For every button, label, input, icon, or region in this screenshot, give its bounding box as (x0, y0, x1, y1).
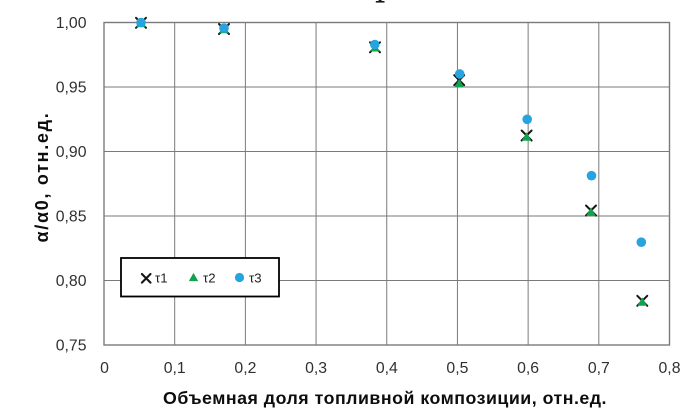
svg-text:0: 0 (100, 360, 109, 377)
svg-text:τ3: τ3 (249, 270, 262, 285)
svg-text:0,1: 0,1 (164, 360, 186, 377)
svg-text:0,85: 0,85 (56, 209, 87, 226)
svg-text:0,6: 0,6 (517, 360, 539, 377)
svg-text:0,7: 0,7 (588, 360, 610, 377)
svg-text:1,00: 1,00 (56, 15, 87, 32)
svg-text:0,5: 0,5 (446, 360, 468, 377)
svg-text:0,4: 0,4 (376, 360, 398, 377)
svg-text:τ1: τ1 (155, 270, 168, 285)
svg-text:α/α0, отн.ед.: α/α0, отн.ед. (32, 112, 52, 243)
svg-text:0,80: 0,80 (56, 273, 87, 290)
svg-text:0,75: 0,75 (56, 338, 87, 355)
svg-text:Объемная доля топливной композ: Объемная доля топливной композиции, отн.… (163, 388, 607, 408)
svg-text:τ2: τ2 (203, 270, 216, 285)
svg-text:0,2: 0,2 (234, 360, 256, 377)
svg-text:0,95: 0,95 (56, 80, 87, 97)
svg-text:0,90: 0,90 (56, 144, 87, 161)
svg-text:0,3: 0,3 (305, 360, 327, 377)
svg-text:0,8: 0,8 (659, 360, 681, 377)
